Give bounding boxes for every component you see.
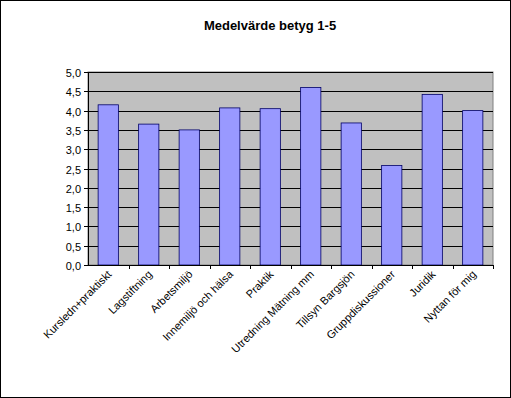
x-tick-label: Kursledn+praktiskt bbox=[41, 268, 114, 341]
bar bbox=[382, 165, 402, 265]
bar bbox=[98, 105, 118, 265]
grid-line bbox=[88, 265, 493, 266]
x-tick bbox=[493, 265, 494, 269]
y-tick-label: 5,0 bbox=[66, 67, 81, 79]
y-tick bbox=[84, 72, 88, 73]
x-tick-label: Praktik bbox=[243, 268, 276, 301]
y-tick-label: 4,0 bbox=[66, 106, 81, 118]
y-tick-label: 1,5 bbox=[66, 202, 81, 214]
bar bbox=[260, 109, 280, 265]
chart-frame bbox=[1, 1, 511, 398]
y-tick bbox=[84, 111, 88, 112]
bar bbox=[139, 124, 159, 265]
y-tick bbox=[84, 91, 88, 92]
plot-area bbox=[88, 72, 493, 265]
y-tick-label: 0,5 bbox=[66, 241, 81, 253]
y-tick-label: 2,5 bbox=[66, 164, 81, 176]
y-tick bbox=[84, 169, 88, 170]
x-axis bbox=[88, 265, 493, 266]
y-tick bbox=[84, 130, 88, 131]
grid-line bbox=[88, 91, 493, 92]
x-tick bbox=[291, 265, 292, 269]
x-tick bbox=[372, 265, 373, 269]
y-tick bbox=[84, 246, 88, 247]
bar bbox=[179, 130, 199, 265]
y-tick bbox=[84, 265, 88, 266]
y-tick-label: 4,5 bbox=[66, 86, 81, 98]
bar bbox=[301, 87, 321, 265]
x-tick bbox=[250, 265, 251, 269]
title: Medelvärde betyg 1-5 bbox=[204, 18, 336, 33]
x-tick bbox=[169, 265, 170, 269]
bar bbox=[220, 108, 240, 265]
y-tick bbox=[84, 226, 88, 227]
y-tick-label: 3,0 bbox=[66, 144, 81, 156]
y-tick-label: 0,0 bbox=[66, 260, 81, 272]
x-tick bbox=[331, 265, 332, 269]
x-tick-label: Utredning Mätning mm bbox=[229, 268, 316, 355]
x-tick bbox=[210, 265, 211, 269]
y-tick-label: 3,5 bbox=[66, 125, 81, 137]
bar bbox=[463, 111, 483, 265]
y-tick bbox=[84, 149, 88, 150]
y-axis bbox=[88, 72, 89, 265]
y-tick-label: 2,0 bbox=[66, 183, 81, 195]
x-tick-label: Lagstiftning bbox=[106, 268, 154, 316]
bars bbox=[98, 87, 483, 265]
x-tick-label: Juridik bbox=[407, 268, 438, 299]
x-tick bbox=[453, 265, 454, 269]
bar bbox=[341, 123, 361, 265]
y-tick-label: 1,0 bbox=[66, 221, 81, 233]
x-tick bbox=[129, 265, 130, 269]
x-tick-label: Gruppdiskussioner bbox=[324, 268, 398, 342]
y-tick bbox=[84, 188, 88, 189]
bar bbox=[422, 94, 442, 265]
y-tick bbox=[84, 207, 88, 208]
x-tick-label: Innemiljö och hälsa bbox=[160, 267, 236, 343]
x-tick-label: Nyttan för mig bbox=[421, 268, 478, 325]
grid-line bbox=[88, 72, 493, 73]
chart: Medelvärde betyg 1-5 0,0 0,5 1,0 1,5 2,0 2,5 3,… bbox=[0, 0, 511, 398]
x-tick bbox=[412, 265, 413, 269]
